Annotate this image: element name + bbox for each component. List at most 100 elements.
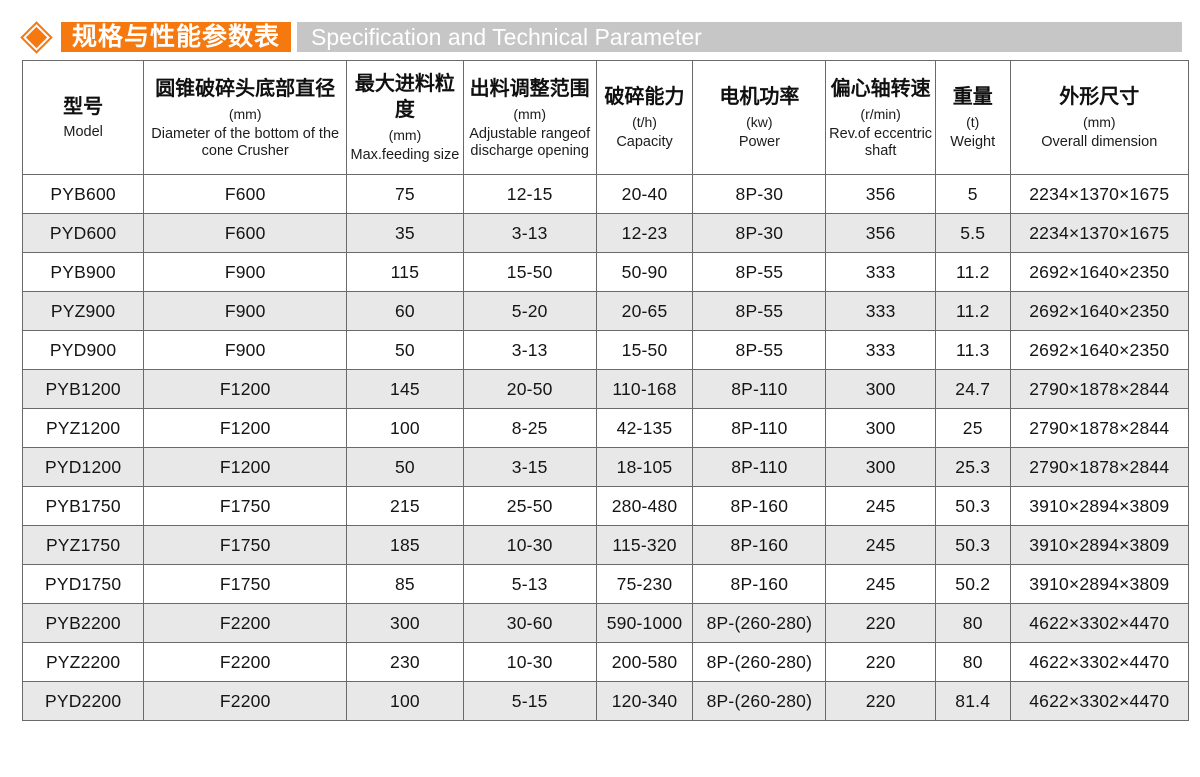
value-cell: 2692×1640×2350 [1009, 330, 1190, 370]
table-row: PYD2200 F2200 100 5-15 120-340 8P-(260-280) 22… [21, 681, 1190, 721]
model-cell: PYD600 [21, 213, 145, 253]
header-en: Max.feeding size [350, 147, 460, 164]
value-cell: 120-340 [595, 681, 694, 721]
value-cell: 115 [346, 252, 464, 292]
value-cell: 50-90 [595, 252, 694, 292]
value-cell: 81.4 [934, 681, 1011, 721]
model-cell: PYB1750 [21, 486, 145, 526]
value-cell: F1750 [143, 486, 348, 526]
column-header-model: 型号 Model [21, 60, 145, 175]
header-en: Capacity [616, 134, 673, 151]
value-cell: 333 [825, 252, 936, 292]
value-cell: F2200 [143, 642, 348, 682]
column-header-cone-bottom-diameter: 圆锥破碎头底部直径 (mm) Diameter of the bottom of… [143, 60, 348, 175]
diamond-icon-fill [25, 26, 48, 48]
value-cell: F1750 [143, 525, 348, 565]
value-cell: F1750 [143, 564, 348, 604]
value-cell: 20-50 [462, 369, 597, 409]
value-cell: 8P-110 [692, 369, 827, 409]
header-unit: (r/min) [860, 105, 901, 122]
value-cell: 50.2 [934, 564, 1011, 604]
header-en: Adjustable rangeof discharge opening [469, 125, 591, 159]
value-cell: 8P-55 [692, 330, 827, 370]
value-cell: 8P-30 [692, 213, 827, 253]
model-cell: PYD1200 [21, 447, 145, 487]
value-cell: 8P-160 [692, 486, 827, 526]
header-zh: 最大进料粒度 [354, 73, 455, 122]
value-cell: F900 [143, 291, 348, 331]
value-cell: 8P-110 [692, 408, 827, 448]
model-cell: PYB600 [21, 174, 145, 214]
value-cell: 5.5 [934, 213, 1011, 253]
value-cell: 300 [346, 603, 464, 643]
header-zh: 型号 [63, 96, 104, 119]
value-cell: 110-168 [595, 369, 694, 409]
value-cell: 80 [934, 603, 1011, 643]
table-row: PYZ1750 F1750 185 10-30 115-320 8P-160 245 50.3… [21, 525, 1190, 565]
value-cell: 8-25 [462, 408, 597, 448]
value-cell: 3-13 [462, 330, 597, 370]
column-header-capacity: 破碎能力 (t/h) Capacity [595, 60, 694, 175]
value-cell: 2692×1640×2350 [1009, 252, 1190, 292]
value-cell: F600 [143, 213, 348, 253]
value-cell: 200-580 [595, 642, 694, 682]
header-unit: (t) [966, 114, 980, 131]
table-row: PYB1750 F1750 215 25-50 280-480 8P-160 245 50.3… [21, 486, 1190, 526]
header-zh: 外形尺寸 [1059, 86, 1140, 109]
table-header-row: 型号 Model 圆锥破碎头底部直径 (mm) Diameter of the … [21, 60, 1190, 175]
value-cell: 2234×1370×1675 [1009, 213, 1190, 253]
value-cell: 3910×2894×3809 [1009, 486, 1190, 526]
column-header-weight: 重量 (t) Weight [934, 60, 1011, 175]
value-cell: 8P-(260-280) [692, 603, 827, 643]
value-cell: 30-60 [462, 603, 597, 643]
spec-table: 型号 Model 圆锥破碎头底部直径 (mm) Diameter of the … [21, 60, 1190, 721]
value-cell: 300 [825, 408, 936, 448]
header-unit: (mm) [228, 105, 262, 122]
value-cell: 4622×3302×4470 [1009, 603, 1190, 643]
value-cell: 2234×1370×1675 [1009, 174, 1190, 214]
table-row: PYD1200 F1200 50 3-15 18-105 8P-110 300 25.3 279… [21, 447, 1190, 487]
header-en: Diameter of the bottom of the cone Crush… [151, 125, 340, 159]
value-cell: 15-50 [595, 330, 694, 370]
value-cell: F1200 [143, 408, 348, 448]
header-en: Weight [950, 134, 996, 151]
value-cell: 15-50 [462, 252, 597, 292]
model-cell: PYB2200 [21, 603, 145, 643]
value-cell: 300 [825, 447, 936, 487]
header-en: Model [63, 124, 103, 141]
value-cell: 11.3 [934, 330, 1011, 370]
value-cell: 145 [346, 369, 464, 409]
header-en: Power [738, 134, 780, 151]
value-cell: 356 [825, 213, 936, 253]
value-cell: F1200 [143, 369, 348, 409]
value-cell: 245 [825, 564, 936, 604]
model-cell: PYZ1750 [21, 525, 145, 565]
value-cell: 185 [346, 525, 464, 565]
value-cell: 35 [346, 213, 464, 253]
table-row: PYZ1200 F1200 100 8-25 42-135 8P-110 300 25 2790… [21, 408, 1190, 448]
diamond-icon [20, 20, 53, 54]
value-cell: 220 [825, 642, 936, 682]
value-cell: 220 [825, 603, 936, 643]
value-cell: 5-15 [462, 681, 597, 721]
value-cell: 4622×3302×4470 [1009, 642, 1190, 682]
value-cell: 20-40 [595, 174, 694, 214]
value-cell: 50 [346, 447, 464, 487]
header-zh: 圆锥破碎头底部直径 [155, 77, 336, 100]
column-header-max-feeding-size: 最大进料粒度 (mm) Max.feeding size [346, 60, 464, 175]
value-cell: 333 [825, 330, 936, 370]
value-cell: F1200 [143, 447, 348, 487]
value-cell: 220 [825, 681, 936, 721]
model-cell: PYZ900 [21, 291, 145, 331]
table-row: PYB1200 F1200 145 20-50 110-168 8P-110 300 24.7… [21, 369, 1190, 409]
value-cell: 5-13 [462, 564, 597, 604]
value-cell: 5 [934, 174, 1011, 214]
value-cell: 8P-160 [692, 564, 827, 604]
table-row: PYB900 F900 115 15-50 50-90 8P-55 333 11.2 2692×… [21, 252, 1190, 292]
value-cell: 24.7 [934, 369, 1011, 409]
model-cell: PYB900 [21, 252, 145, 292]
value-cell: F900 [143, 330, 348, 370]
value-cell: 8P-(260-280) [692, 681, 827, 721]
model-cell: PYD1750 [21, 564, 145, 604]
value-cell: 20-65 [595, 291, 694, 331]
